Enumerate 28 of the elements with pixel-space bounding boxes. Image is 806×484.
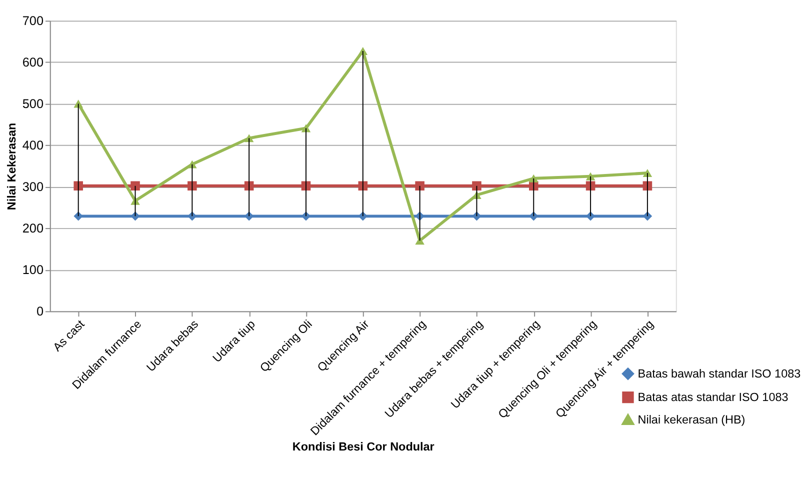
y-tick-label: 200 [22, 220, 44, 236]
legend-label: Nilai kekerasan (HB) [638, 414, 746, 427]
y-tick-label: 400 [22, 138, 44, 153]
point [358, 212, 368, 221]
point [244, 212, 254, 221]
y-tick-label: 0 [36, 304, 44, 319]
y-tick-label: 300 [22, 179, 44, 194]
point [586, 212, 596, 221]
legend-label: Batas bawah standar ISO 1083 [638, 368, 801, 381]
y-tick-label: 700 [22, 13, 44, 28]
y-tick-label: 600 [22, 54, 44, 70]
legend-label: Batas atas standar ISO 1083 [638, 391, 788, 404]
y-axis-title: Nilai Kekerasan [5, 122, 18, 210]
point [472, 212, 482, 221]
point [528, 212, 538, 221]
point [188, 160, 197, 168]
y-tick-label: 100 [22, 262, 44, 278]
point [74, 212, 83, 221]
point [586, 172, 596, 180]
point [130, 212, 140, 221]
x-axis-title: Kondisi Besi Cor Nodular [292, 440, 435, 454]
x-tick-label: As cast [50, 317, 88, 354]
y-tick-label: 500 [22, 96, 44, 112]
point [472, 181, 482, 191]
point [415, 181, 424, 191]
point [642, 212, 652, 221]
point [528, 174, 538, 182]
point [130, 181, 140, 191]
